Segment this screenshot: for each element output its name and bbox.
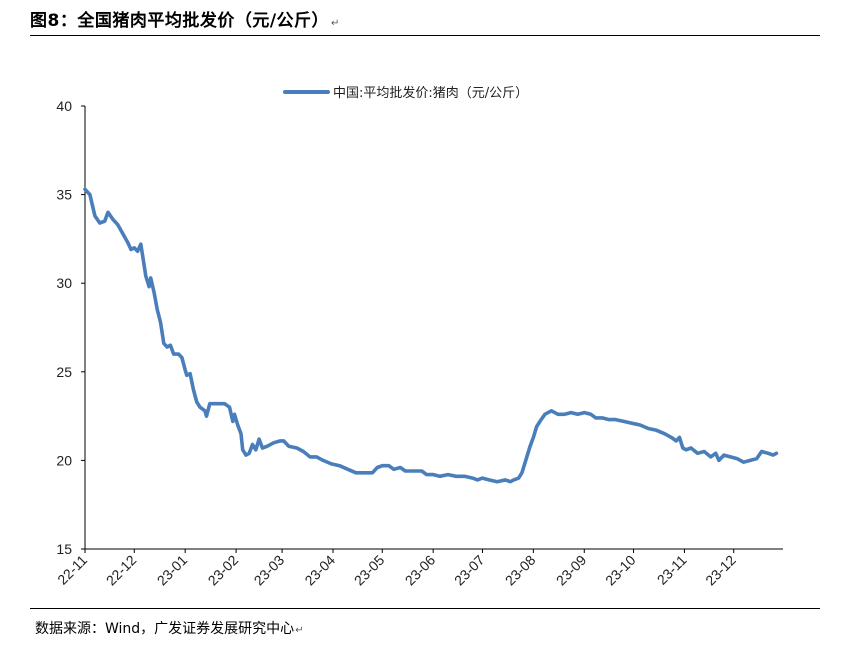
- return-mark-icon: ↵: [295, 625, 304, 636]
- x-tick-label: 22-11: [54, 552, 90, 588]
- chart-axes: [84, 106, 783, 550]
- bottom-rule: [30, 608, 820, 609]
- series-line-0: [83, 187, 779, 484]
- x-tick-label: 23-01: [154, 552, 191, 589]
- x-tick-label: 23-12: [702, 552, 739, 589]
- x-tick-label: 22-12: [103, 552, 140, 589]
- x-tick-label: 23-03: [251, 552, 288, 589]
- x-tick-label: 23-08: [502, 552, 539, 589]
- x-axis-ticks: 22-11 22-12 23-01 23-02 23-03 23-04 23-05 23-06…: [54, 549, 739, 588]
- y-tick-label: 35: [56, 187, 72, 203]
- chart-legend: 中国:平均批发价:猪肉（元/公斤）: [283, 85, 528, 101]
- figure-title-text: 图8：全国猪肉平均批发价（元/公斤）: [30, 11, 330, 31]
- legend-label: 中国:平均批发价:猪肉（元/公斤）: [333, 85, 528, 101]
- y-tick-label: 15: [56, 541, 72, 557]
- x-tick-label: 23-06: [402, 552, 439, 589]
- y-axis-ticks: 15 20 25 30 35 40: [56, 98, 85, 557]
- series-layer: [83, 187, 779, 484]
- x-tick-label: 23-11: [654, 552, 690, 588]
- figure-source: 数据来源：Wind，广发证券发展研究中心↵: [35, 618, 304, 638]
- y-tick-label: 40: [56, 98, 72, 114]
- x-tick-label: 23-04: [301, 552, 338, 589]
- y-tick-label: 30: [56, 275, 72, 291]
- top-rule: [30, 35, 820, 36]
- x-tick-label: 23-07: [451, 552, 488, 589]
- x-tick-label: 23-09: [553, 552, 590, 589]
- figure-source-text: 数据来源：Wind，广发证券发展研究中心: [35, 621, 295, 637]
- x-tick-label: 23-10: [602, 552, 639, 589]
- figure-title: 图8：全国猪肉平均批发价（元/公斤） ↵: [30, 6, 340, 31]
- y-tick-label: 20: [56, 452, 72, 468]
- return-mark-icon: ↵: [331, 18, 340, 29]
- x-tick-label: 23-02: [205, 552, 242, 589]
- y-tick-label: 25: [56, 364, 72, 380]
- x-tick-label: 23-05: [351, 552, 388, 589]
